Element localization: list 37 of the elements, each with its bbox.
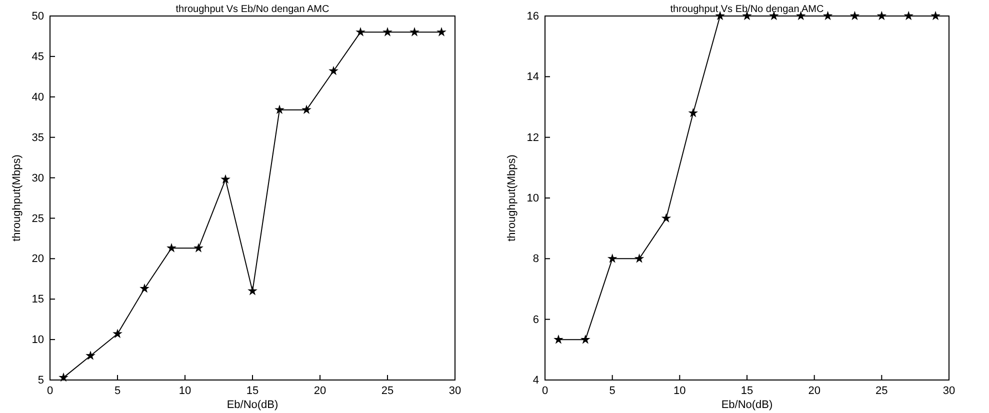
x-tick-label: 0 [46,384,54,397]
x-tick-label: 30 [448,384,462,397]
y-tick-label: 12 [526,132,539,144]
y-tick-label: 5 [38,374,44,387]
x-tick-label: 10 [674,384,686,397]
x-tick-label: 10 [178,384,192,397]
y-tick-label: 4 [532,374,539,387]
x-tick-label: 5 [114,384,121,397]
x-tick-label: 15 [740,384,754,397]
x-tick-label: 20 [314,384,326,397]
y-axis-title: throughput(Mbps) [11,154,23,242]
y-tick-label: 8 [532,253,539,266]
y-tick-label: 10 [526,192,539,205]
x-tick-label: 0 [542,384,548,397]
x-tick-label: 25 [381,384,394,397]
x-tick-label: 15 [246,384,259,397]
y-tick-label: 50 [32,10,44,23]
x-tick-label: 20 [808,384,820,397]
x-tick-label: 30 [942,384,956,397]
y-tick-label: 14 [526,71,539,84]
x-axis-title: Eb/No(dB) [721,399,773,411]
y-tick-label: 45 [32,50,44,63]
y-tick-label: 30 [32,172,44,184]
y-tick-label: 35 [32,132,44,144]
y-tick-label: 25 [32,212,44,225]
chart-title: throughput Vs Eb/No dengan AMC [670,4,824,15]
x-axis-title: Eb/No(dB) [226,399,278,411]
x-tick-label: 5 [609,384,616,397]
y-tick-label: 15 [32,294,44,306]
x-tick-label: 25 [876,384,888,397]
y-tick-label: 6 [532,314,539,326]
y-tick-label: 20 [32,253,44,266]
y-axis-title: throughput(Mbps) [506,154,518,242]
y-tick-label: 16 [526,10,539,23]
chart-title: throughput Vs Eb/No dengan AMC [176,4,330,15]
y-tick-label: 40 [32,91,44,104]
y-tick-label: 10 [32,334,44,346]
